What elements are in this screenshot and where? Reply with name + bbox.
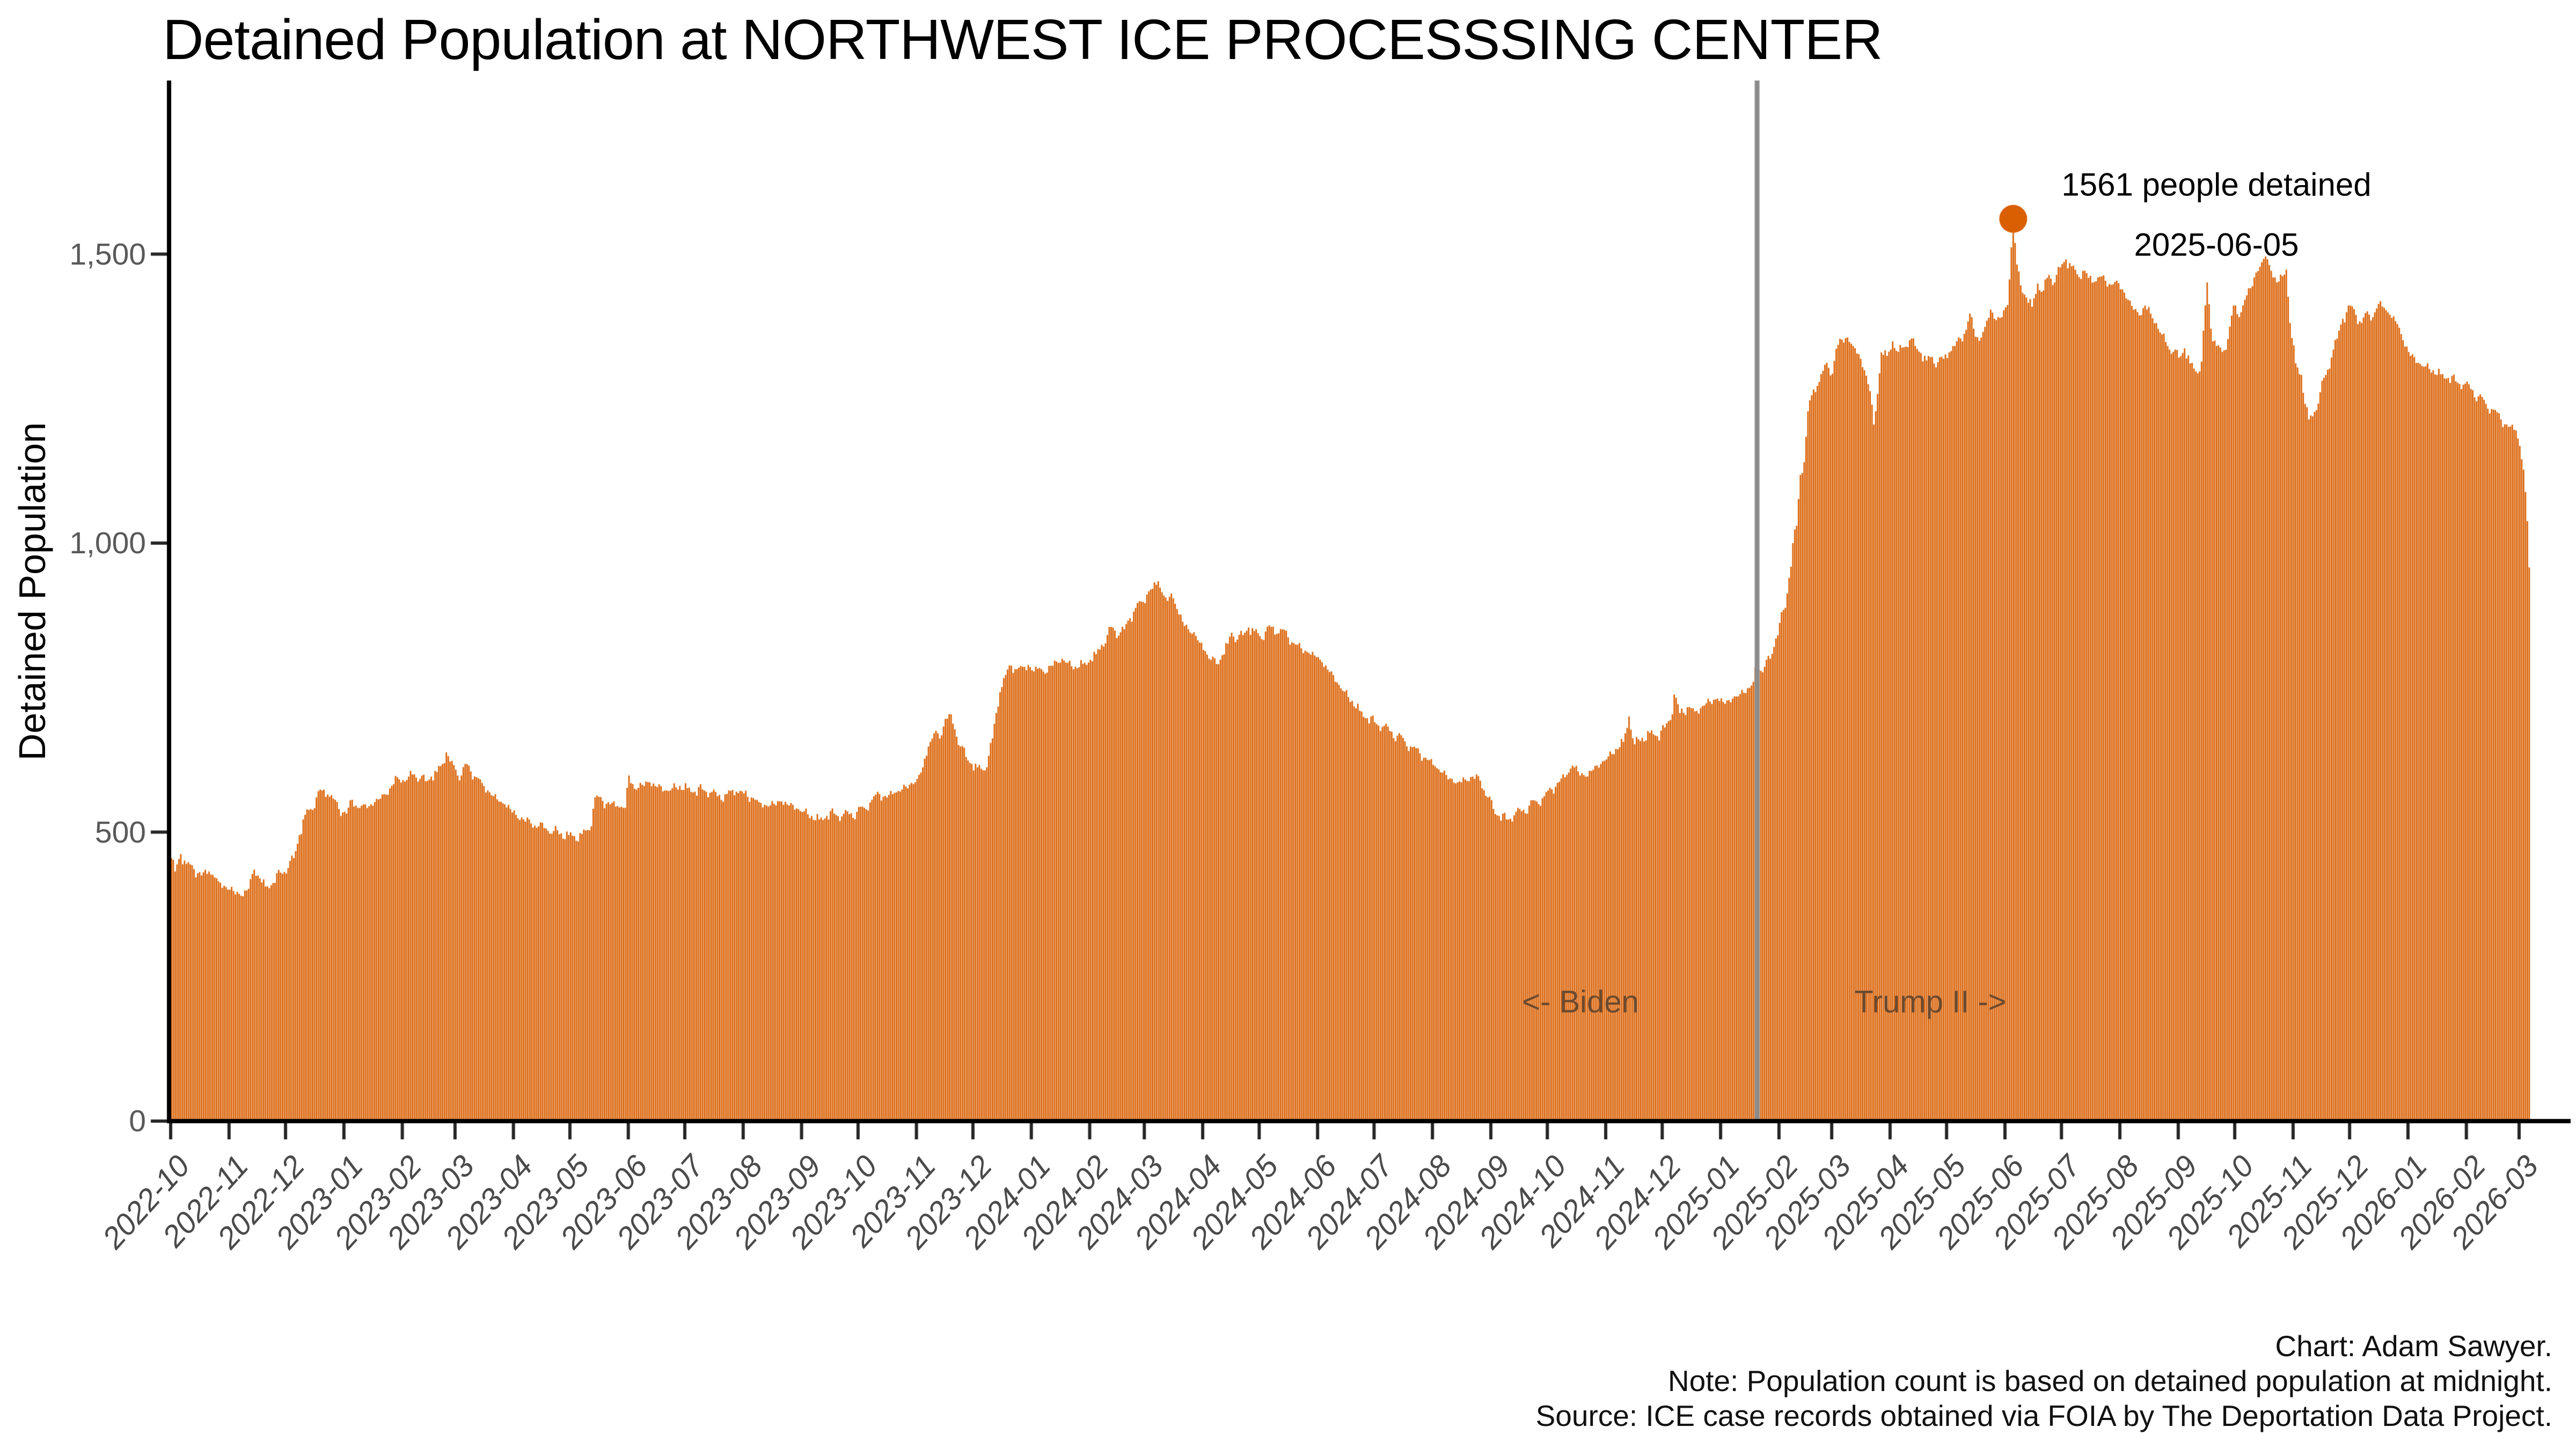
y-tick-label: 0	[129, 1104, 146, 1138]
peak-annotation-line1: 1561 people detained	[2061, 166, 2372, 203]
trump-era-label: Trump II ->	[1854, 984, 2007, 1020]
biden-era-label: <- Biden	[1522, 984, 1639, 1020]
y-tick-label: 1,000	[69, 526, 146, 560]
chart-title: Detained Population at NORTHWEST ICE PRO…	[163, 8, 1883, 71]
caption-source: Source: ICE case records obtained via FO…	[1535, 1399, 2552, 1432]
y-tick-label: 1,500	[69, 237, 146, 272]
y-tick-label: 500	[94, 815, 146, 850]
caption-chart-credit: Chart: Adam Sawyer.	[2275, 1329, 2552, 1363]
peak-annotation-line2: 2025-06-05	[2134, 226, 2299, 263]
caption-note: Note: Population count is based on detai…	[1667, 1364, 2552, 1397]
